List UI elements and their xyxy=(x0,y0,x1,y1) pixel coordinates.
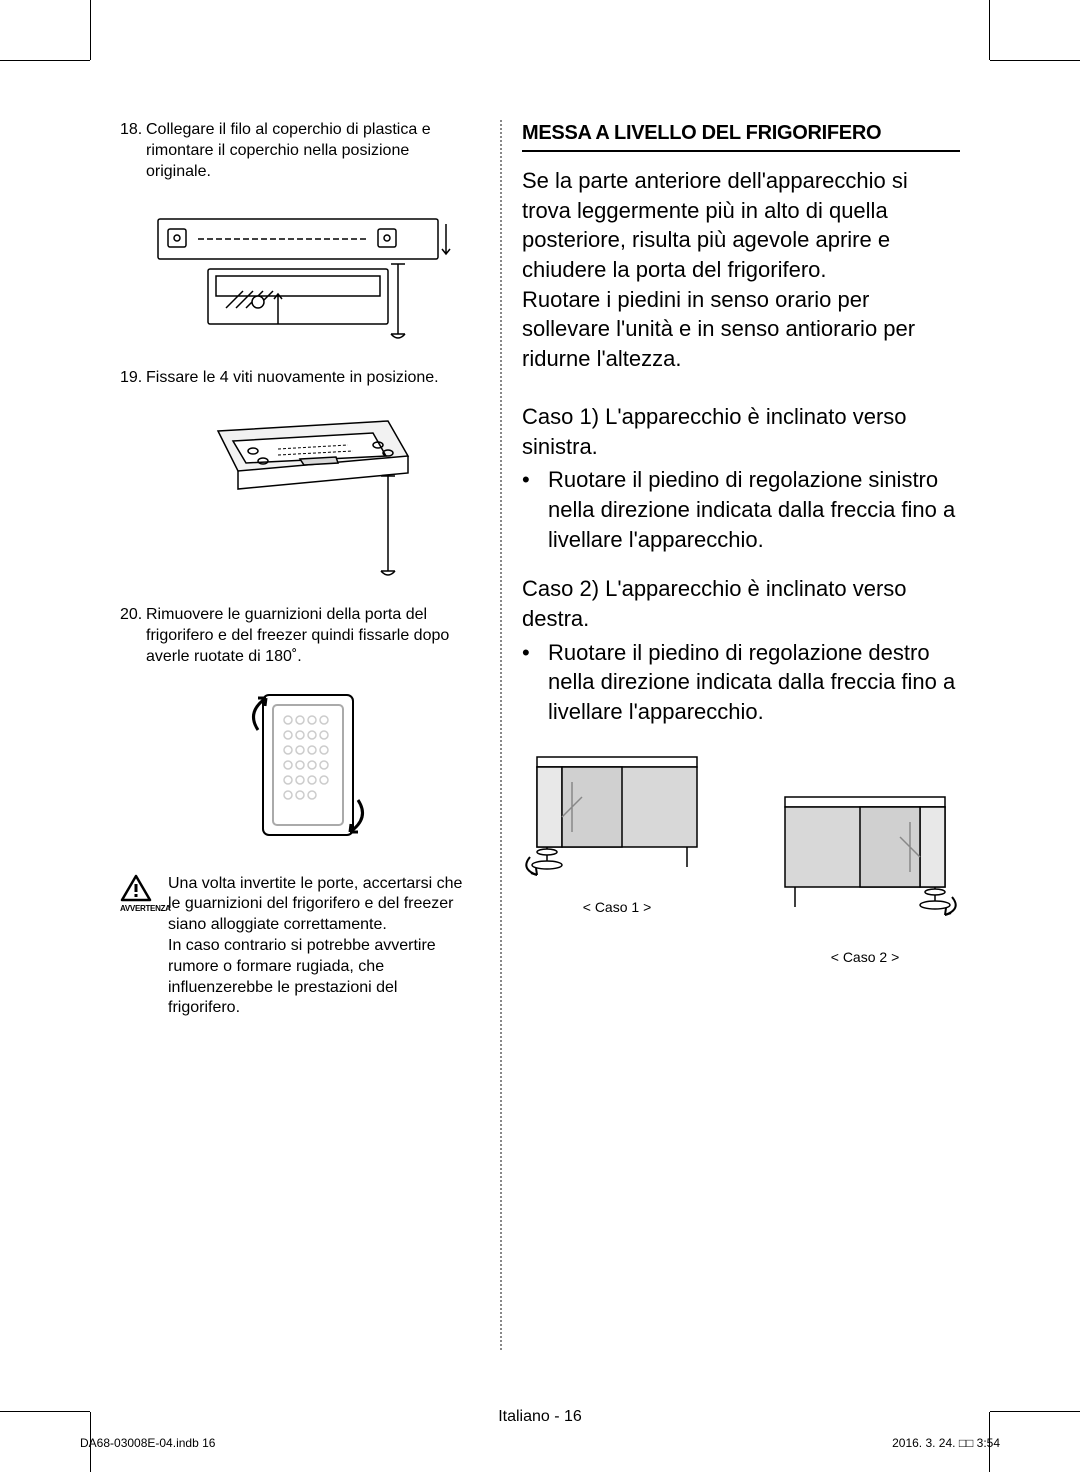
step-number: 18. xyxy=(120,120,146,182)
bullet-mark: • xyxy=(522,638,548,727)
figure-step-18 xyxy=(146,194,470,344)
step-18: 18. Collegare il filo al coperchio di pl… xyxy=(120,120,470,182)
case2-bullet: • Ruotare il piedino di regolazione dest… xyxy=(522,638,960,727)
right-column: MESSA A LIVELLO DEL FRIGORIFERO Se la pa… xyxy=(512,120,960,1350)
page-footer-left: DA68-03008E-04.indb 16 xyxy=(80,1436,215,1450)
figure-case2: < Caso 2 > xyxy=(770,787,960,968)
step-19: 19. Fissare le 4 viti nuovamente in posi… xyxy=(120,368,470,389)
page-footer-center: Italiano - 16 xyxy=(0,1408,1080,1426)
warning-triangle-icon xyxy=(120,874,152,902)
page-footer-right: 2016. 3. 24. □□ 3:54 xyxy=(892,1436,1000,1450)
step-20: 20. Rimuovere le guarnizioni della porta… xyxy=(120,605,470,667)
warning-text: Una volta invertite le porte, accertarsi… xyxy=(168,874,470,1020)
step-number: 19. xyxy=(120,368,146,389)
column-divider xyxy=(500,120,502,1350)
case1-caption: < Caso 1 > xyxy=(522,898,712,917)
case2-caption: < Caso 2 > xyxy=(770,948,960,967)
intro-paragraph: Se la parte anteriore dell'apparecchio s… xyxy=(522,166,960,374)
step-text: Fissare le 4 viti nuovamente in posizion… xyxy=(146,368,470,389)
leveling-figures: < Caso 1 > xyxy=(522,747,960,977)
bullet-text: Ruotare il piedino di regolazione sinist… xyxy=(548,465,960,554)
case1-title: Caso 1) L'apparecchio è inclinato verso … xyxy=(522,402,960,461)
left-column: 18. Collegare il filo al coperchio di pl… xyxy=(120,120,490,1350)
figure-step-20 xyxy=(146,680,470,850)
figure-case1: < Caso 1 > xyxy=(522,747,712,918)
step-text: Rimuovere le guarnizioni della porta del… xyxy=(146,605,470,667)
warning-icon-column: AVVERTENZA xyxy=(120,874,168,914)
case1-bullet: • Ruotare il piedino di regolazione sini… xyxy=(522,465,960,554)
figure-step-19 xyxy=(146,401,470,581)
bullet-mark: • xyxy=(522,465,548,554)
section-title: MESSA A LIVELLO DEL FRIGORIFERO xyxy=(522,120,960,152)
page-content: 18. Collegare il filo al coperchio di pl… xyxy=(120,120,960,1350)
warning-block: AVVERTENZA Una volta invertite le porte,… xyxy=(120,874,470,1020)
case2-title: Caso 2) L'apparecchio è inclinato verso … xyxy=(522,574,960,633)
warning-label: AVVERTENZA xyxy=(120,904,168,914)
bullet-text: Ruotare il piedino di regolazione destro… xyxy=(548,638,960,727)
step-text: Collegare il filo al coperchio di plasti… xyxy=(146,120,470,182)
step-number: 20. xyxy=(120,605,146,667)
